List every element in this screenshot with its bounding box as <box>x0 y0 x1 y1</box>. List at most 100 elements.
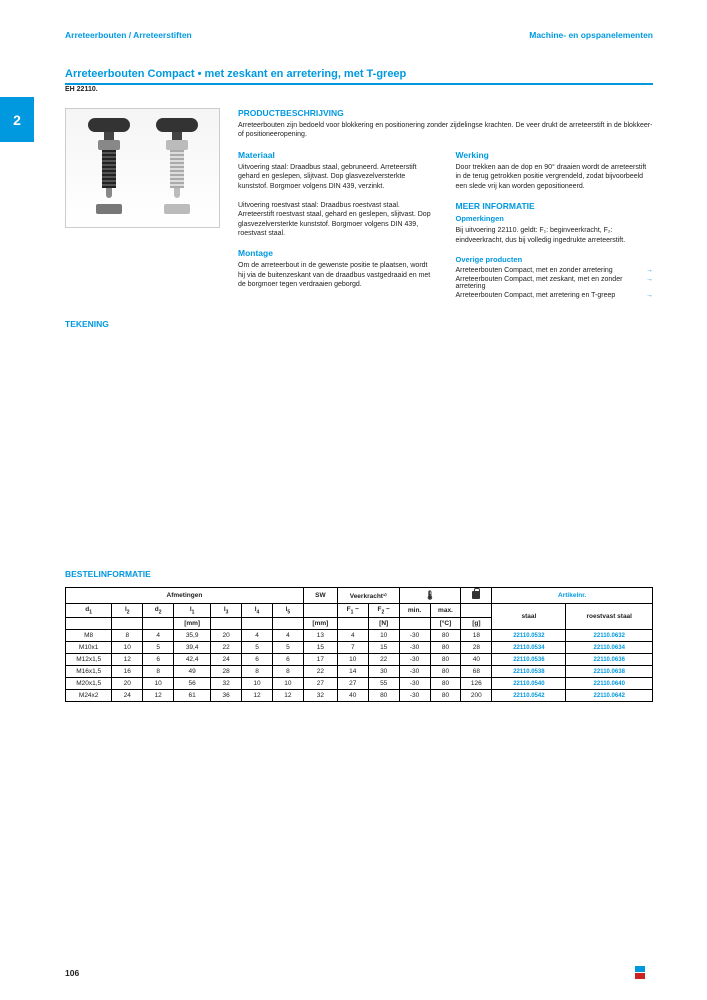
table-cell: -30 <box>399 678 430 690</box>
table-cell: 4 <box>272 630 303 642</box>
footer-icon-1 <box>635 966 645 972</box>
th-veerkracht: Veerkracht¹⁾ <box>337 588 399 604</box>
table-cell: 10 <box>242 678 273 690</box>
table-cell: 24 <box>112 690 143 702</box>
materiaal-text: Uitvoering staal: Draadbus staal, gebrun… <box>238 163 436 239</box>
table-cell: -30 <box>399 642 430 654</box>
table-cell: 10 <box>337 654 368 666</box>
table-cell[interactable]: 22110.0536 <box>492 654 566 666</box>
table-cell: 5 <box>272 642 303 654</box>
table-cell: -30 <box>399 630 430 642</box>
table-cell: M24x2 <box>66 690 112 702</box>
table-cell: 8 <box>112 630 143 642</box>
table-cell: 8 <box>272 666 303 678</box>
table-row: M16x1,5168492888221430-30806822110.05382… <box>66 666 653 678</box>
heading-materiaal: Materiaal <box>238 150 436 160</box>
th-artikelnr: Artikelnr. <box>492 588 653 604</box>
table-cell[interactable]: 22110.0642 <box>566 690 653 702</box>
table-cell: 17 <box>303 654 337 666</box>
table-cell: M20x1,5 <box>66 678 112 690</box>
table-cell: 12 <box>242 690 273 702</box>
table-cell: 4 <box>337 630 368 642</box>
table-cell: 40 <box>337 690 368 702</box>
related-product-label: Arreteerbouten Compact, met en zonder ar… <box>456 267 613 274</box>
table-cell: 39,4 <box>174 642 211 654</box>
page-title: Arreteerbouten Compact • met zeskant en … <box>65 68 653 85</box>
table-cell: M10x1 <box>66 642 112 654</box>
related-product[interactable]: Arreteerbouten Compact, met en zonder ar… <box>456 267 654 274</box>
table-cell: 28 <box>211 666 242 678</box>
th-temp-icon: 🌡 <box>399 588 461 604</box>
table-col-header: l1 <box>174 604 211 618</box>
heading-meerinfo: MEER INFORMATIE <box>456 201 654 211</box>
table-cell: M8 <box>66 630 112 642</box>
heading-opmerkingen: Opmerkingen <box>456 214 654 223</box>
table-row: M12x1,512642,42466171022-30804022110.053… <box>66 654 653 666</box>
table-cell: 68 <box>461 666 492 678</box>
table-cell[interactable]: 22110.0632 <box>566 630 653 642</box>
table-unit-header: [°C] <box>430 618 461 630</box>
table-cell: 80 <box>430 678 461 690</box>
table-cell: 80 <box>430 630 461 642</box>
table-cell: 16 <box>112 666 143 678</box>
opmerkingen-text: Bij uitvoering 22110. geldt: F₁: beginve… <box>456 226 654 245</box>
table-row: M10x110539,4225515715-30802822110.053422… <box>66 642 653 654</box>
table-cell: 20 <box>112 678 143 690</box>
table-col-header: l3 <box>211 604 242 618</box>
table-unit-header <box>242 618 273 630</box>
table-cell[interactable]: 22110.0638 <box>566 666 653 678</box>
table-cell[interactable]: 22110.0542 <box>492 690 566 702</box>
table-unit-header <box>143 618 174 630</box>
table-cell: 8 <box>242 666 273 678</box>
table-cell: 61 <box>174 690 211 702</box>
table-col-header: d1 <box>66 604 112 618</box>
table-cell[interactable]: 22110.0540 <box>492 678 566 690</box>
table-cell: 12 <box>112 654 143 666</box>
table-cell[interactable]: 22110.0634 <box>566 642 653 654</box>
table-cell: M12x1,5 <box>66 654 112 666</box>
table-cell: 22 <box>211 642 242 654</box>
table-unit-header: [g] <box>461 618 492 630</box>
table-unit-header <box>337 618 368 630</box>
table-col-header: l5 <box>272 604 303 618</box>
werking-text: Door trekken aan de dop en 90° draaien w… <box>456 163 654 191</box>
table-cell: 27 <box>303 678 337 690</box>
table-cell[interactable]: 22110.0640 <box>566 678 653 690</box>
table-col-header <box>303 604 337 618</box>
table-cell[interactable]: 22110.0538 <box>492 666 566 678</box>
table-cell[interactable]: 22110.0532 <box>492 630 566 642</box>
table-cell: 80 <box>430 666 461 678</box>
table-cell[interactable]: 22110.0534 <box>492 642 566 654</box>
table-cell: 5 <box>242 642 273 654</box>
table-unit-header: [mm] <box>174 618 211 630</box>
table-cell: 40 <box>461 654 492 666</box>
table-unit-header: [N] <box>368 618 399 630</box>
bolt-stainless <box>147 118 207 218</box>
table-cell: 4 <box>143 630 174 642</box>
related-product-label: Arreteerbouten Compact, met zeskant, met… <box>456 276 647 290</box>
table-cell: 42,4 <box>174 654 211 666</box>
table-cell: 12 <box>143 690 174 702</box>
related-product[interactable]: Arreteerbouten Compact, met arretering e… <box>456 292 654 299</box>
table-col-header: roestvast staal <box>566 604 653 630</box>
table-cell: -30 <box>399 654 430 666</box>
table-cell: 30 <box>368 666 399 678</box>
table-cell: M16x1,5 <box>66 666 112 678</box>
table-col-header <box>461 604 492 618</box>
table-cell[interactable]: 22110.0636 <box>566 654 653 666</box>
table-col-header: l2 <box>112 604 143 618</box>
table-cell: 36 <box>211 690 242 702</box>
table-cell: 12 <box>272 690 303 702</box>
table-cell: 24 <box>211 654 242 666</box>
table-col-header: max. <box>430 604 461 618</box>
related-product[interactable]: Arreteerbouten Compact, met zeskant, met… <box>456 276 654 290</box>
footer-icons <box>635 966 649 980</box>
bolt-steel <box>79 118 139 218</box>
montage-text: Om de arreteerbout in de gewenste positi… <box>238 261 436 289</box>
table-header-groups: Afmetingen SW Veerkracht¹⁾ 🌡 Artikelnr. <box>66 588 653 604</box>
table-cell: 32 <box>211 678 242 690</box>
table-cell: 15 <box>303 642 337 654</box>
description-block: PRODUCTBESCHRIJVING Arreteerbouten zijn … <box>238 108 653 301</box>
table-cell: -30 <box>399 690 430 702</box>
table-unit-header <box>112 618 143 630</box>
